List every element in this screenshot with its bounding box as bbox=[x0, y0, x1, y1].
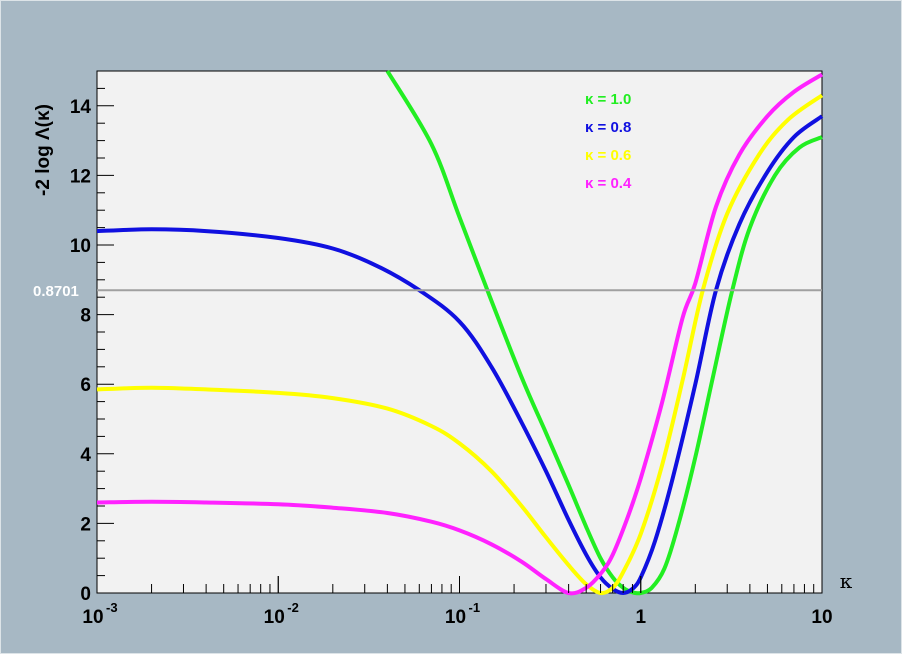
reference-line-layer: 0.8701 bbox=[33, 283, 822, 300]
x-axis-label: κ bbox=[840, 569, 853, 593]
x-tick-label: 10 -3 bbox=[82, 600, 117, 628]
y-tick-label: 4 bbox=[80, 445, 91, 466]
x-tick-label-base: 10 bbox=[811, 607, 832, 628]
x-tick-label-base: 10 bbox=[82, 607, 103, 628]
y-tick-label: 0 bbox=[80, 584, 91, 605]
x-tick-label-base: 10 bbox=[264, 607, 285, 628]
x-tick-label: 1 bbox=[635, 607, 646, 628]
y-tick-label: 8 bbox=[80, 306, 91, 327]
x-tick-label: 10 bbox=[811, 607, 832, 628]
x-tick-label-exponent: -2 bbox=[287, 600, 299, 615]
y-tick-label: 14 bbox=[70, 97, 92, 118]
x-tick-label-exponent: -1 bbox=[469, 600, 481, 615]
reference-line-label: 0.8701 bbox=[33, 283, 79, 300]
legend-entry-3: κ = 0.4 bbox=[585, 175, 632, 192]
legend: κ = 1.0 κ = 0.8 κ = 0.6 κ = 0.4 bbox=[585, 91, 632, 192]
x-tick-label-base: 10 bbox=[445, 607, 466, 628]
series-line-3 bbox=[96, 72, 824, 596]
y-tick-label: 10 bbox=[70, 236, 91, 257]
x-tick-label: 10 -2 bbox=[264, 600, 299, 628]
plot-area bbox=[96, 70, 823, 594]
y-tick-label: 2 bbox=[80, 514, 91, 535]
legend-entry-1: κ = 0.8 bbox=[585, 119, 631, 136]
y-tick-label: 6 bbox=[80, 375, 91, 396]
x-tick-label-exponent: -3 bbox=[106, 600, 118, 615]
x-tick-label: 10 -1 bbox=[445, 600, 480, 628]
series-line-2 bbox=[96, 93, 824, 596]
y-tick-label: 12 bbox=[70, 166, 91, 187]
legend-entry-0: κ = 1.0 bbox=[585, 91, 631, 108]
x-tick-label-base: 1 bbox=[635, 607, 646, 628]
legend-entry-2: κ = 0.6 bbox=[585, 147, 631, 164]
y-axis-label: -2 log Λ(κ) bbox=[33, 104, 54, 196]
